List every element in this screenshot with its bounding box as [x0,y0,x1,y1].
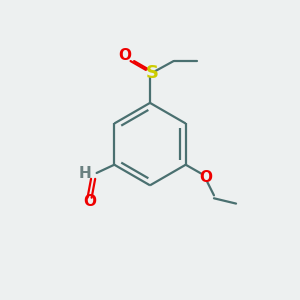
Text: S: S [146,64,159,82]
Text: H: H [79,166,91,181]
Text: O: O [118,48,131,63]
Text: O: O [83,194,96,209]
Text: O: O [199,169,212,184]
